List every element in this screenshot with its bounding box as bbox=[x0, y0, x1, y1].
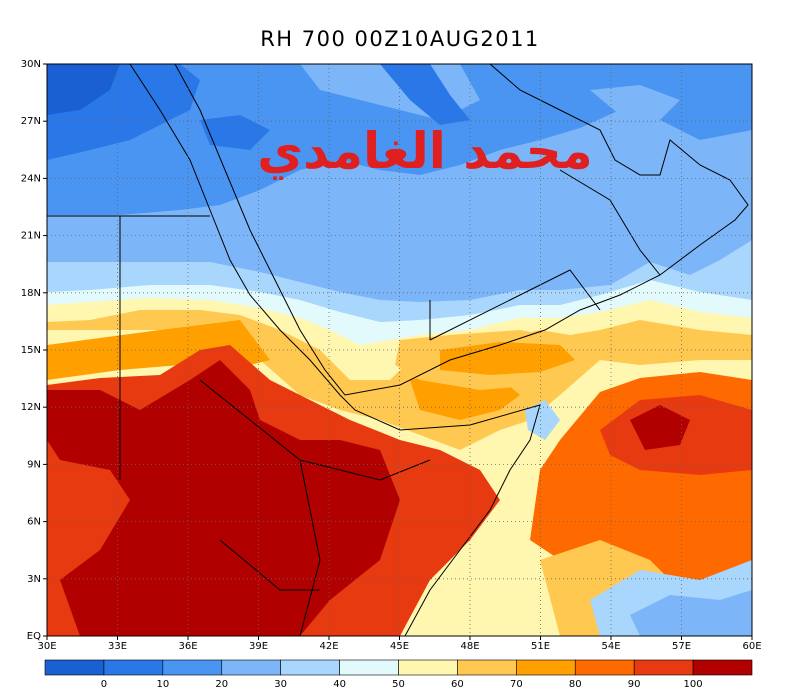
field-70-80-b bbox=[440, 342, 575, 375]
watermark: محمد الغامدي bbox=[257, 122, 592, 180]
colorbar-swatch bbox=[103, 659, 164, 676]
colorbar-label: 40 bbox=[333, 679, 346, 690]
lat-label: 12N bbox=[21, 402, 41, 413]
colorbar-swatch bbox=[574, 659, 635, 676]
lat-label: 9N bbox=[27, 459, 41, 470]
colorbar-swatch bbox=[44, 659, 105, 676]
lat-label: 18N bbox=[21, 288, 41, 299]
colorbar-label: 90 bbox=[628, 679, 641, 690]
colorbar-swatch bbox=[280, 659, 340, 676]
map-title: RH 700 00Z10AUG2011 bbox=[260, 27, 540, 51]
lat-label: 30N bbox=[21, 59, 41, 70]
lon-label: 54E bbox=[601, 641, 620, 652]
lon-label: 36E bbox=[178, 641, 197, 652]
lat-label: 15N bbox=[21, 345, 41, 356]
rh-field bbox=[47, 64, 752, 636]
lon-label: 45E bbox=[390, 641, 409, 652]
field-0-10 bbox=[47, 64, 470, 160]
lon-label: 51E bbox=[531, 641, 550, 652]
colorbar-swatch bbox=[457, 659, 517, 676]
colorbar-swatch bbox=[633, 659, 694, 676]
lon-label: 42E bbox=[319, 641, 338, 652]
field-70-80 bbox=[47, 320, 520, 420]
lon-label: 30E bbox=[37, 641, 56, 652]
arabia-coast bbox=[174, 64, 749, 396]
colorbar-label: 10 bbox=[156, 679, 169, 690]
lat-label: 3N bbox=[27, 574, 41, 585]
field-above-100 bbox=[47, 360, 690, 636]
borders bbox=[47, 169, 661, 636]
field-20-30-c bbox=[630, 590, 752, 636]
colorbar-swatch bbox=[692, 659, 753, 676]
colorbar-label: 20 bbox=[215, 679, 228, 690]
colorbar: 0 10 20 30 40 50 60 70 80 90 100 bbox=[44, 659, 753, 690]
coastlines bbox=[47, 64, 749, 636]
colorbar-label: 60 bbox=[451, 679, 464, 690]
field-below-0 bbox=[47, 64, 120, 115]
lon-label: 60E bbox=[742, 641, 761, 652]
lat-label: 27N bbox=[21, 116, 41, 127]
colorbar-label: 70 bbox=[510, 679, 523, 690]
field-10-20 bbox=[47, 64, 752, 215]
colorbar-label: 80 bbox=[569, 679, 582, 690]
colorbar-swatch bbox=[221, 659, 281, 676]
lat-label: EQ bbox=[27, 631, 41, 642]
lon-label: 48E bbox=[460, 641, 479, 652]
colorbar-label: 0 bbox=[101, 679, 107, 690]
lon-label: 33E bbox=[108, 641, 127, 652]
graticule bbox=[47, 64, 752, 636]
lat-label: 6N bbox=[27, 517, 41, 528]
colorbar-label: 50 bbox=[392, 679, 405, 690]
colorbar-label: 100 bbox=[684, 679, 703, 690]
colorbar-swatch bbox=[516, 659, 576, 676]
colorbar-swatch bbox=[398, 659, 458, 676]
colorbar-swatch bbox=[339, 659, 399, 676]
lat-label: 24N bbox=[21, 173, 41, 184]
colorbar-swatch bbox=[162, 659, 223, 676]
lon-label: 39E bbox=[249, 641, 268, 652]
lat-label: 21N bbox=[21, 231, 41, 242]
africa-coast bbox=[129, 64, 541, 636]
lon-label: 57E bbox=[672, 641, 691, 652]
colorbar-label: 30 bbox=[274, 679, 287, 690]
